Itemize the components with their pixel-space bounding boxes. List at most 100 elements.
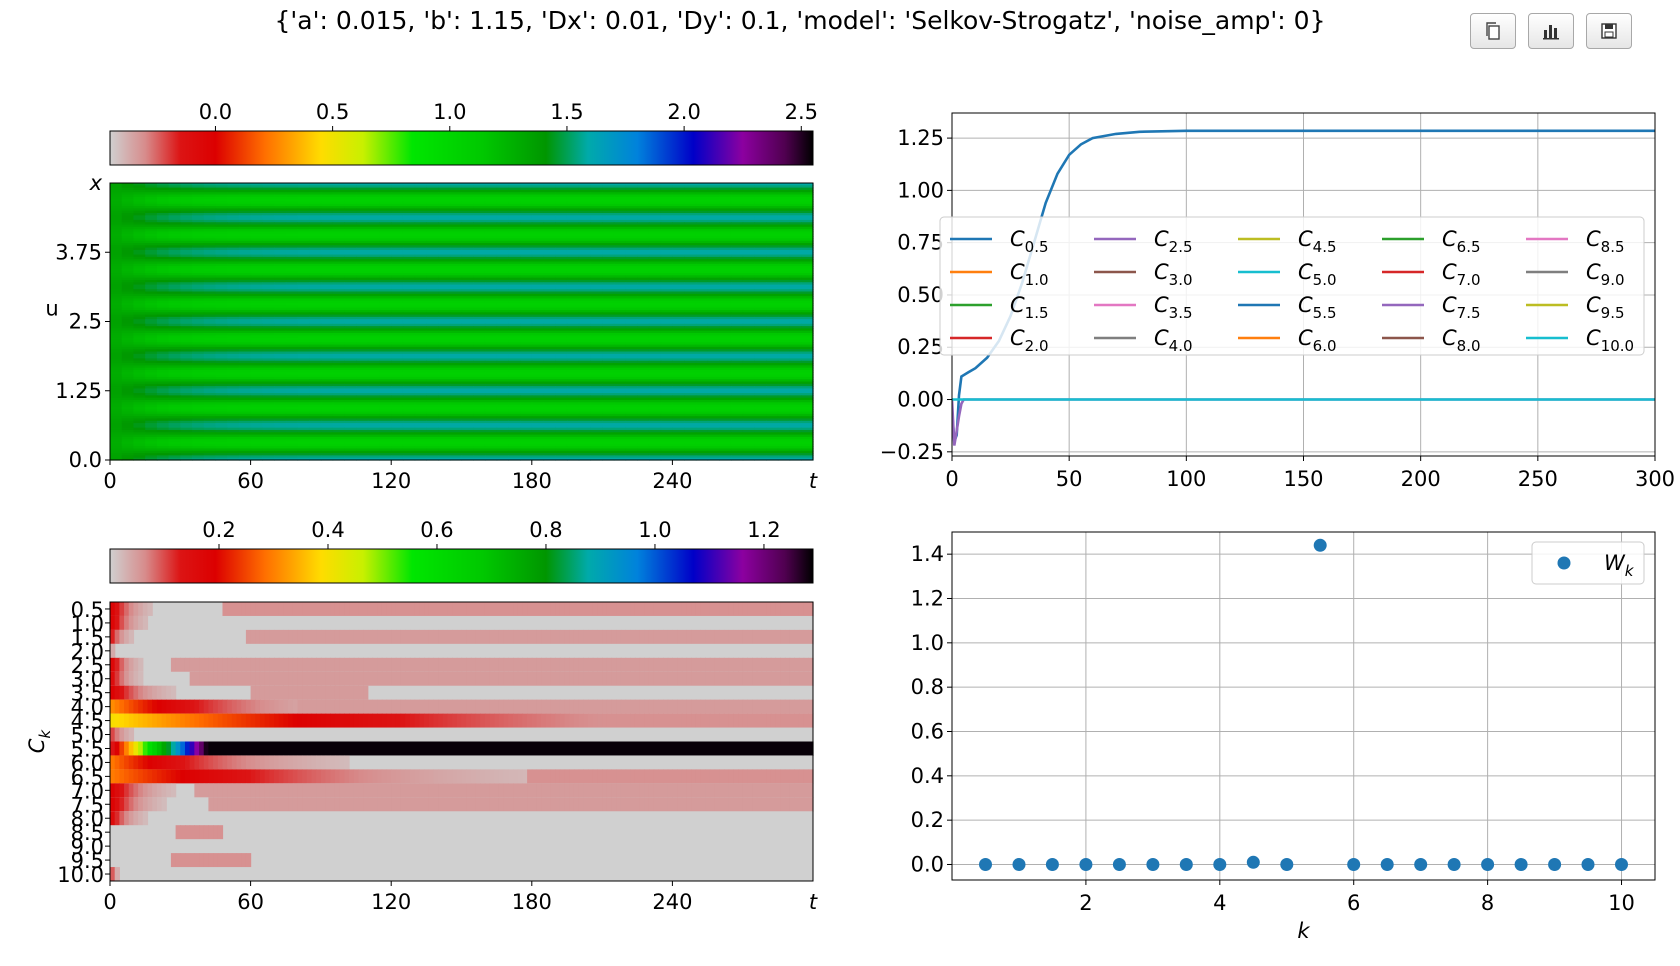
- heat-cell: [473, 346, 486, 350]
- heat-cell: [695, 282, 709, 286]
- heat-cell: [730, 213, 744, 216]
- heat-cell: [192, 217, 205, 221]
- heat-cell: [707, 213, 720, 216]
- heat-cell: [578, 339, 591, 343]
- heat-cell: [145, 346, 158, 350]
- heat-cell: [110, 344, 123, 348]
- heat-cell: [578, 326, 591, 330]
- heat-cell: [648, 203, 662, 207]
- heat-cell: [531, 268, 545, 272]
- heat-cell: [660, 206, 673, 209]
- heat-cell: [766, 252, 779, 256]
- heat-cell: [285, 282, 299, 286]
- heat-cell: [789, 213, 802, 216]
- heat-cell: [742, 210, 756, 214]
- heat-cell: [356, 219, 369, 223]
- heat-cell: [566, 309, 580, 313]
- heat-cell: [766, 367, 779, 371]
- heat-cell: [110, 183, 123, 186]
- heat-cell: [543, 273, 556, 276]
- heat-cell: [496, 217, 509, 221]
- heat-cell: [754, 203, 767, 207]
- copy-button[interactable]: [1470, 13, 1516, 49]
- heat-cell: [730, 303, 744, 306]
- heat-cell: [578, 259, 591, 263]
- heat-cell: [379, 351, 392, 355]
- ck-colorbar-tick-label: 0.2: [202, 518, 235, 542]
- heat-cell: [695, 356, 709, 360]
- heat-cell: [227, 296, 240, 300]
- heat-cell: [801, 333, 814, 336]
- heat-cell: [297, 326, 310, 330]
- heat-cell: [110, 303, 123, 306]
- heat-cell: [684, 222, 697, 226]
- heat-cell: [602, 254, 615, 258]
- heat-cell: [789, 335, 802, 339]
- save-button[interactable]: [1586, 13, 1632, 49]
- heat-cell: [391, 284, 404, 288]
- heat-cell: [660, 279, 673, 283]
- heat-cell: [801, 254, 814, 258]
- heat-cell: [262, 284, 275, 288]
- heat-cell: [543, 238, 556, 242]
- heat-cell: [801, 194, 814, 198]
- heat-cell: [484, 203, 498, 207]
- heat-cell: [766, 349, 779, 353]
- heat-cell: [566, 238, 580, 242]
- heat-cell: [508, 206, 521, 209]
- heat-cell: [414, 337, 427, 341]
- heat-cell: [145, 360, 158, 364]
- heat-cell: [285, 305, 299, 309]
- chart-button[interactable]: [1528, 13, 1574, 49]
- heat-cell: [625, 300, 638, 304]
- heat-cell: [660, 369, 673, 373]
- heat-cell: [285, 344, 299, 348]
- heat-cell: [484, 307, 498, 311]
- heat-cell: [602, 208, 615, 212]
- heat-cell: [520, 353, 533, 357]
- heat-cell: [754, 353, 767, 357]
- heat-cell: [110, 233, 123, 237]
- heat-cell: [180, 326, 193, 330]
- heat-cell: [590, 201, 603, 205]
- heat-cell: [801, 363, 814, 366]
- heat-cell: [766, 256, 779, 260]
- heat-cell: [192, 314, 205, 318]
- heat-cell: [742, 277, 756, 281]
- heat-cell: [484, 337, 498, 341]
- heat-cell: [695, 210, 709, 214]
- heat-cell: [168, 219, 181, 223]
- heat-cell: [367, 183, 381, 186]
- heat-cell: [168, 303, 181, 306]
- heat-cell: [695, 208, 709, 212]
- heat-cell: [789, 305, 802, 309]
- heat-cell: [766, 282, 779, 286]
- heat-cell: [684, 353, 697, 357]
- heat-cell: [672, 319, 685, 323]
- heat-cell: [484, 303, 498, 306]
- heat-cell: [449, 356, 463, 360]
- heat-cell: [414, 252, 427, 256]
- heat-cell: [707, 194, 720, 198]
- heat-cell: [566, 326, 580, 330]
- heat-cell: [297, 289, 310, 293]
- heat-cell: [344, 215, 357, 219]
- heat-cell: [344, 256, 357, 260]
- heat-cell: [613, 369, 627, 373]
- heat-cell: [367, 249, 381, 253]
- heat-cell: [238, 231, 252, 235]
- heat-cell: [192, 333, 205, 336]
- heat-cell: [250, 330, 263, 334]
- heat-cell: [496, 358, 509, 362]
- heat-cell: [121, 192, 135, 196]
- heat-cell: [766, 342, 779, 346]
- heat-cell: [297, 266, 310, 270]
- heat-cell: [320, 365, 334, 369]
- heat-cell: [121, 279, 135, 283]
- heat-cell: [274, 185, 287, 189]
- heat-cell: [391, 266, 404, 270]
- heat-cell: [578, 279, 591, 283]
- heat-cell: [473, 305, 486, 309]
- heat-cell: [496, 194, 509, 198]
- heat-cell: [192, 277, 205, 281]
